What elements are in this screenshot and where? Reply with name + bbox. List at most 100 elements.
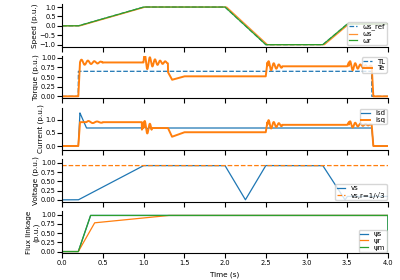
ωs_ref [214, 5, 219, 9]
Te [199, 75, 204, 78]
Legend: isd, isq: isd, isq [360, 109, 387, 125]
ωr [214, 5, 219, 9]
Line: isd: isd [62, 113, 388, 146]
vs,r=1/√3 [196, 164, 201, 167]
ψm [88, 214, 93, 217]
isq [196, 130, 201, 134]
isq [266, 118, 271, 122]
isq [376, 144, 380, 148]
vs [199, 164, 204, 167]
isd [360, 126, 364, 130]
ψs [296, 214, 301, 217]
Line: ψs: ψs [62, 215, 388, 251]
ωr [296, 43, 301, 46]
Te [197, 75, 202, 78]
ωs [199, 5, 204, 9]
ωs_ref [60, 24, 64, 27]
Y-axis label: Flux linkage
(p.u.): Flux linkage (p.u.) [26, 211, 40, 254]
vs,r=1/√3 [376, 164, 380, 167]
Legend: vs, vs,r=1/√3: vs, vs,r=1/√3 [335, 184, 387, 200]
ψs [214, 214, 219, 217]
ψs [386, 250, 390, 253]
isd [376, 144, 380, 148]
Line: vs: vs [62, 165, 388, 200]
vs,r=1/√3 [60, 164, 64, 167]
ωr [376, 22, 380, 26]
Legend: ψs, ψr, ψm: ψs, ψr, ψm [358, 230, 387, 252]
Legend: ωs_ref, ωs, ωr: ωs_ref, ωs, ωr [348, 22, 387, 45]
ωs_ref [264, 43, 268, 46]
vs [60, 198, 64, 202]
TL [60, 95, 64, 98]
ωs_ref [141, 5, 146, 9]
ψs [197, 214, 202, 217]
isd [296, 126, 301, 130]
vs [386, 195, 390, 198]
Line: ωs_ref: ωs_ref [62, 7, 388, 45]
Te [386, 95, 390, 98]
vs [141, 164, 146, 167]
Line: ωr: ωr [62, 7, 388, 45]
ψs [376, 214, 380, 217]
TL [214, 70, 219, 73]
vs,r=1/√3 [199, 164, 204, 167]
ωs_ref [360, 22, 364, 26]
TL [76, 70, 81, 73]
ψr [214, 214, 219, 217]
Y-axis label: Torque (p.u.): Torque (p.u.) [33, 54, 40, 100]
ψr [386, 214, 390, 217]
ψr [166, 214, 170, 217]
isd [386, 144, 390, 148]
ωr [60, 24, 64, 27]
X-axis label: Time (s): Time (s) [210, 271, 240, 278]
ωs [143, 5, 148, 9]
ψr [296, 214, 301, 217]
ωr [197, 5, 202, 9]
ψm [60, 250, 64, 253]
isd [60, 144, 64, 148]
ψm [360, 214, 364, 217]
Y-axis label: Speed (p.u.): Speed (p.u.) [32, 3, 38, 48]
Te [376, 95, 380, 98]
vs [376, 195, 380, 198]
ψs [60, 250, 64, 253]
ωs [214, 5, 219, 9]
ωs [197, 5, 202, 9]
ωr [360, 22, 364, 26]
ωr [264, 43, 268, 46]
vs,r=1/√3 [359, 164, 364, 167]
Line: ψr: ψr [62, 215, 388, 251]
ψs [360, 214, 364, 217]
ψm [376, 214, 380, 217]
vs [197, 164, 202, 167]
Line: Te: Te [62, 54, 388, 96]
vs,r=1/√3 [386, 164, 390, 167]
isd [78, 111, 82, 115]
ωr [199, 5, 204, 9]
ψm [386, 250, 390, 253]
TL [197, 70, 202, 73]
ωr [141, 5, 146, 9]
isd [199, 126, 204, 130]
ψr [376, 214, 380, 217]
ψm [296, 214, 301, 217]
isq [214, 130, 219, 134]
ωs [60, 24, 64, 27]
isq [360, 123, 364, 127]
Te [360, 65, 364, 68]
isq [296, 123, 301, 127]
ωs_ref [376, 22, 380, 26]
ωs_ref [386, 22, 390, 26]
ωs [265, 43, 270, 46]
vs,r=1/√3 [296, 164, 301, 167]
ψr [199, 214, 204, 217]
ωs_ref [197, 5, 202, 9]
Te [60, 95, 64, 98]
ψm [197, 214, 202, 217]
isd [214, 126, 219, 130]
TL [376, 95, 380, 98]
Te [296, 65, 301, 68]
isd [197, 126, 202, 130]
isq [386, 144, 390, 148]
ωs_ref [296, 43, 301, 46]
